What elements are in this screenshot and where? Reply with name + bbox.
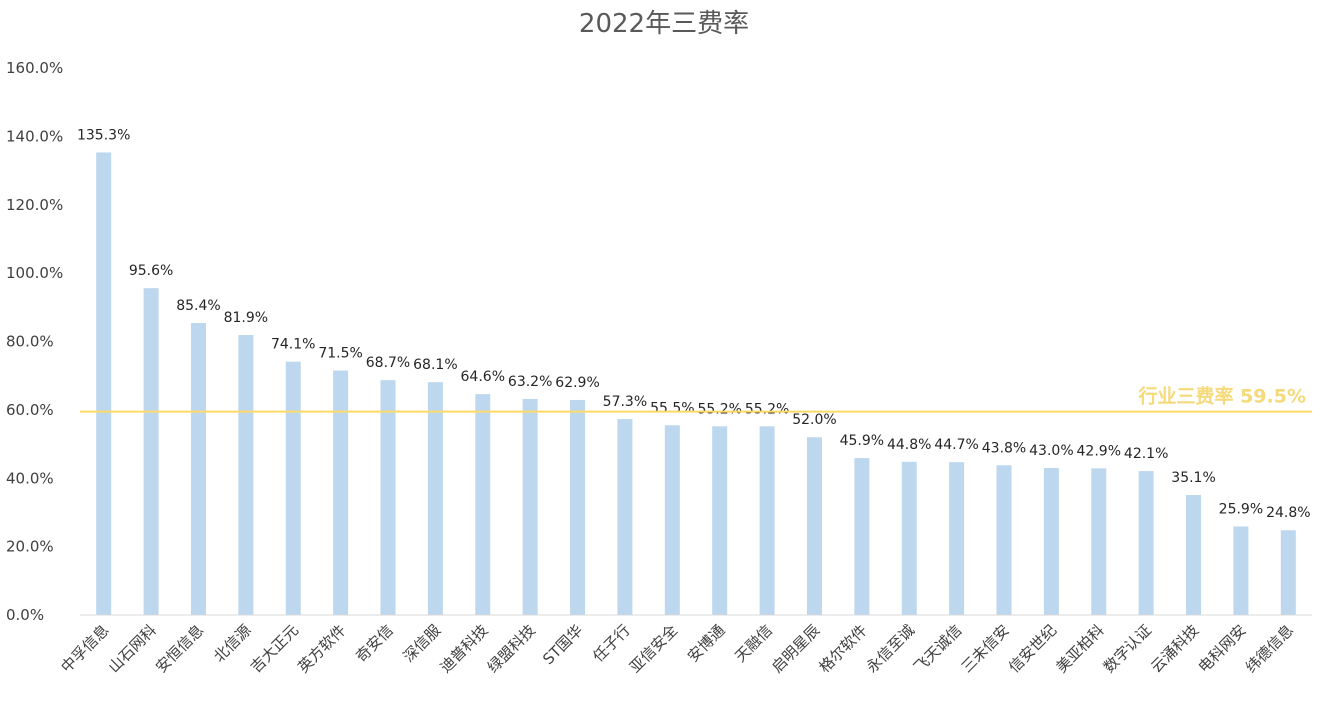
x-tick-label: 三未信安	[958, 621, 1013, 676]
x-tick-label: 安博通	[684, 621, 729, 666]
x-tick-label: 飞天诚信	[910, 621, 965, 676]
data-label: 45.9%	[840, 433, 884, 449]
data-label: 63.2%	[508, 374, 552, 390]
y-tick-label: 0.0%	[6, 606, 44, 624]
bars	[96, 152, 1296, 616]
bar	[427, 382, 443, 615]
bar	[1138, 471, 1154, 615]
data-label: 24.8%	[1266, 505, 1310, 521]
bar	[1186, 495, 1202, 615]
data-label: 64.6%	[461, 369, 505, 385]
bar	[901, 461, 917, 615]
bar	[96, 152, 112, 616]
data-label: 55.2%	[745, 401, 789, 417]
bar	[475, 394, 491, 615]
x-tick-label: 英方软件	[294, 621, 349, 676]
bar	[238, 335, 254, 615]
reference-line-label: 行业三费率 59.5%	[1137, 385, 1306, 408]
data-label: 68.7%	[366, 355, 410, 371]
bar	[285, 361, 301, 615]
bar	[333, 370, 349, 615]
x-tick-label: 数字认证	[1100, 621, 1155, 676]
data-label: 55.2%	[697, 401, 741, 417]
data-label: 43.8%	[982, 440, 1026, 456]
data-label: 35.1%	[1171, 470, 1215, 486]
bar	[996, 465, 1012, 615]
data-label: 25.9%	[1219, 501, 1263, 517]
y-tick-label: 100.0%	[6, 264, 63, 282]
x-tick-label: 安恒信息	[152, 621, 207, 676]
x-tick-label: 纬德信息	[1242, 621, 1297, 676]
y-tick-label: 160.0%	[6, 59, 63, 77]
y-tick-label: 120.0%	[6, 196, 63, 214]
data-label: 74.1%	[271, 337, 315, 353]
data-label: 57.3%	[603, 394, 647, 410]
x-tick-label: 天融信	[731, 621, 776, 666]
x-tick-label: 迪普科技	[436, 621, 491, 676]
bar	[1233, 526, 1249, 615]
y-tick-label: 20.0%	[6, 538, 54, 556]
bar	[570, 399, 586, 615]
bar	[1043, 467, 1059, 615]
bar	[190, 323, 206, 615]
y-tick-label: 60.0%	[6, 401, 54, 419]
bar	[380, 380, 396, 615]
y-axis: 0.0% 20.0% 40.0% 60.0% 80.0% 100.0% 120.0% 140.…	[6, 59, 63, 624]
x-tick-label: 山石网科	[105, 621, 160, 676]
bar	[664, 425, 680, 615]
y-tick-label: 140.0%	[6, 127, 63, 145]
bar	[854, 458, 870, 615]
bar	[1091, 468, 1107, 615]
x-tick-label: ST国华	[539, 621, 586, 668]
data-label: 42.9%	[1077, 443, 1121, 459]
data-label: 55.5%	[650, 400, 694, 416]
data-label: 42.1%	[1124, 446, 1168, 462]
bar	[712, 426, 728, 615]
bar	[522, 398, 538, 615]
x-tick-label: 永信至诚	[863, 621, 918, 676]
y-tick-label: 80.0%	[6, 333, 54, 351]
data-label: 85.4%	[176, 298, 220, 314]
bar	[759, 426, 775, 615]
x-tick-label: 电科网安	[1195, 621, 1250, 676]
x-tick-label: 任子行	[589, 621, 634, 666]
bar	[1280, 530, 1296, 615]
x-tick-label: 北信源	[210, 621, 255, 666]
bar	[806, 437, 822, 615]
data-label: 81.9%	[224, 310, 268, 326]
x-tick-label: 信安世纪	[1005, 621, 1060, 676]
data-label: 52.0%	[792, 412, 836, 428]
x-tick-label: 美亚柏科	[1052, 621, 1107, 676]
bar	[949, 462, 965, 615]
data-label: 68.1%	[413, 357, 457, 373]
data-label: 44.8%	[887, 437, 931, 453]
data-label: 43.0%	[1029, 443, 1073, 459]
x-tick-label: 启明星辰	[768, 621, 823, 676]
x-tick-label: 绿盟科技	[484, 621, 539, 676]
x-tick-label: 深信服	[400, 621, 445, 666]
data-label: 44.7%	[934, 437, 978, 453]
chart-title: 2022年三费率	[579, 9, 749, 39]
data-label: 62.9%	[555, 375, 599, 391]
bar	[143, 288, 159, 615]
data-labels: 135.3% 95.6% 85.4%81.9%74.1%71.5%68.7% 68.1…	[77, 127, 1311, 521]
x-tick-label: 亚信安全	[626, 621, 681, 676]
x-tick-label: 中孚信息	[57, 621, 112, 676]
x-tick-label: 吉大正元	[247, 621, 302, 676]
bar	[617, 419, 633, 615]
data-label: 135.3%	[77, 127, 130, 143]
data-label: 95.6%	[129, 263, 173, 279]
x-tick-label: 云涌科技	[1147, 621, 1202, 676]
x-tick-label: 格尔软件	[816, 621, 871, 676]
x-tick-label: 奇安信	[352, 621, 397, 666]
data-label: 71.5%	[318, 346, 362, 362]
y-tick-label: 40.0%	[6, 469, 54, 487]
